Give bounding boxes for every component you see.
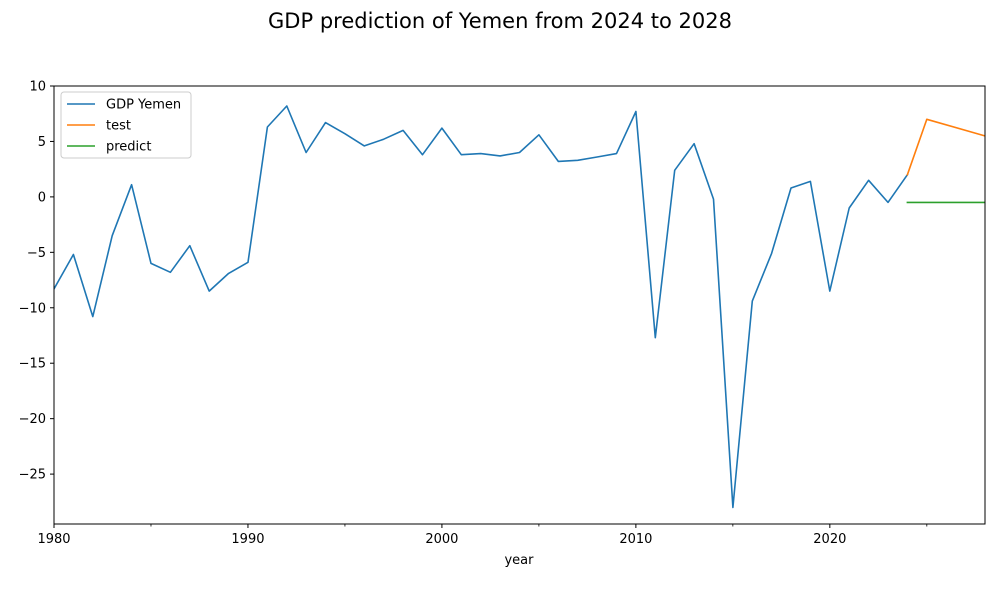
- legend: GDP Yemen test predict: [60, 91, 192, 159]
- axes-frame: [53, 85, 986, 525]
- y-tick-label: 5: [38, 135, 46, 150]
- legend-label: predict: [106, 140, 151, 155]
- x-tick-label: 2000: [425, 532, 458, 547]
- series-line-gdp-yemen: [54, 105, 909, 509]
- x-tick-label: 2020: [813, 532, 846, 547]
- x-tick-label: 1990: [231, 532, 264, 547]
- y-tick-label: −10: [19, 301, 46, 316]
- x-axis: 1980 1990 2000 2010 2020: [37, 524, 928, 547]
- y-tick-label: 10: [29, 80, 46, 95]
- y-axis: 10 5 0 −5 −10 −15 −20 −25: [19, 80, 54, 483]
- chart-title: GDP prediction of Yemen from 2024 to 202…: [268, 9, 732, 33]
- legend-label: test: [106, 119, 131, 134]
- y-tick-label: −25: [19, 468, 46, 483]
- legend-box: [60, 91, 192, 159]
- y-tick-label: −5: [27, 246, 46, 261]
- series-line-test: [906, 118, 985, 176]
- x-tick-label: 2010: [619, 532, 652, 547]
- x-axis-label: year: [504, 553, 534, 568]
- y-tick-label: −20: [19, 412, 46, 427]
- plot-area: [54, 105, 985, 509]
- x-tick-label: 1980: [37, 532, 70, 547]
- y-tick-label: −15: [19, 357, 46, 372]
- y-tick-label: 0: [38, 190, 46, 205]
- legend-label: GDP Yemen: [106, 98, 181, 113]
